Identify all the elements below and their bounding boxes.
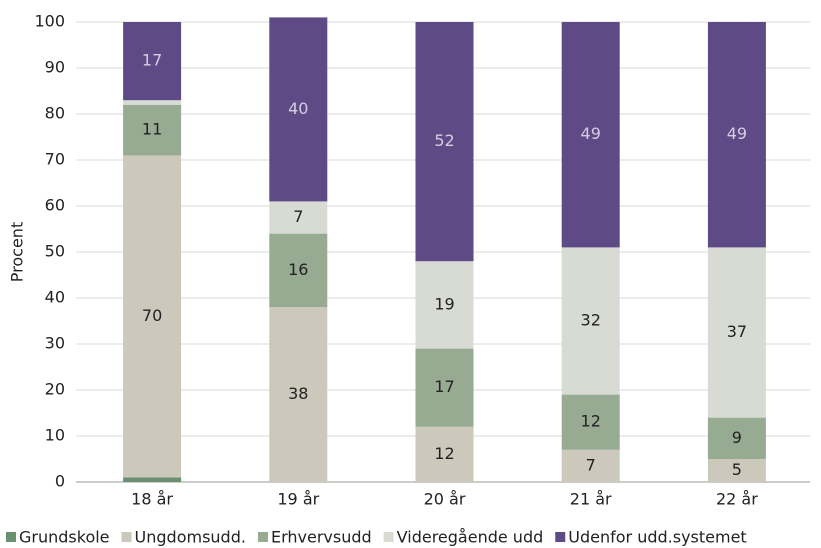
legend-swatch bbox=[555, 532, 566, 542]
legend-label: Udenfor udd.systemet bbox=[568, 528, 746, 547]
bar-segment bbox=[269, 201, 328, 234]
data-label: 37 bbox=[727, 322, 747, 341]
legend-swatch bbox=[121, 532, 132, 542]
y-axis-label: Procent bbox=[8, 222, 27, 282]
legend-label: Videregående udd bbox=[397, 528, 544, 547]
data-label: 19 bbox=[434, 294, 454, 313]
data-label: 5 bbox=[732, 460, 742, 479]
bar-segment bbox=[269, 17, 328, 202]
x-tick-label: 20 år bbox=[424, 490, 466, 509]
data-label: 12 bbox=[434, 444, 454, 463]
y-tick-label: 20 bbox=[45, 380, 65, 399]
bar-segment bbox=[561, 22, 620, 248]
x-tick-label: 19 år bbox=[277, 490, 319, 509]
y-tick-label: 50 bbox=[45, 242, 65, 261]
data-label: 11 bbox=[142, 120, 162, 139]
bar-segment bbox=[707, 247, 766, 418]
bar-segment bbox=[561, 247, 620, 395]
y-tick-label: 100 bbox=[34, 12, 65, 31]
bar-segment bbox=[269, 233, 328, 308]
data-label: 16 bbox=[288, 260, 308, 279]
bar-segment bbox=[123, 22, 182, 101]
data-label: 38 bbox=[288, 384, 308, 403]
bar-segment bbox=[415, 426, 474, 482]
legend-label: Grundskole bbox=[19, 528, 110, 547]
bar-segment bbox=[561, 394, 620, 450]
bar-segment bbox=[123, 104, 182, 156]
data-label: 17 bbox=[142, 51, 162, 70]
data-label: 52 bbox=[434, 131, 454, 150]
y-tick-label: 60 bbox=[45, 196, 65, 215]
y-tick-label: 40 bbox=[45, 288, 65, 307]
bar-segment bbox=[123, 155, 182, 478]
legend-label: Erhvervsudd bbox=[271, 528, 372, 547]
data-label: 9 bbox=[732, 428, 742, 447]
legend-swatch bbox=[257, 532, 268, 542]
bar-segment bbox=[123, 477, 182, 482]
y-tick-label: 70 bbox=[45, 150, 65, 169]
y-tick-label: 30 bbox=[45, 334, 65, 353]
bar-segment bbox=[707, 459, 766, 482]
x-tick-label: 22 år bbox=[716, 490, 758, 509]
y-tick-label: 10 bbox=[45, 426, 65, 445]
x-tick-label: 21 år bbox=[570, 490, 612, 509]
bar-segment bbox=[707, 22, 766, 248]
bar-segment bbox=[415, 348, 474, 427]
y-tick-label: 90 bbox=[45, 58, 65, 77]
data-label: 17 bbox=[434, 377, 454, 396]
legend-label: Ungdomsudd. bbox=[135, 528, 246, 547]
data-label: 12 bbox=[581, 412, 601, 431]
y-tick-label: 0 bbox=[55, 472, 65, 491]
bar-segment bbox=[707, 417, 766, 459]
x-tick-label: 18 år bbox=[131, 490, 173, 509]
legend-swatch bbox=[6, 532, 16, 542]
data-label: 49 bbox=[581, 124, 601, 143]
bar-segment bbox=[123, 100, 182, 105]
y-tick-label: 80 bbox=[45, 104, 65, 123]
data-label: 32 bbox=[581, 311, 601, 330]
bar-segment bbox=[415, 261, 474, 349]
legend-swatch bbox=[383, 532, 394, 542]
data-label: 49 bbox=[727, 124, 747, 143]
data-label: 7 bbox=[586, 455, 596, 474]
bar-segment bbox=[269, 307, 328, 482]
data-label: 40 bbox=[288, 99, 308, 118]
data-label: 70 bbox=[142, 306, 162, 325]
data-label: 7 bbox=[293, 207, 303, 226]
bar-segment bbox=[561, 449, 620, 482]
bar-segment bbox=[415, 22, 474, 262]
